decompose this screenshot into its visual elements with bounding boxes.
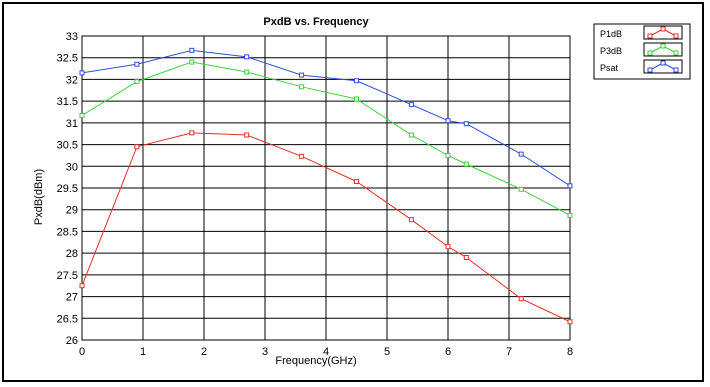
- y-axis-title: PxdB(dBm): [33, 169, 45, 225]
- series-p3db: [79, 59, 573, 218]
- data-point-p3db: [408, 132, 414, 138]
- data-point-psat: [408, 102, 414, 108]
- y-tick-label: 29: [66, 205, 78, 217]
- data-point-psat: [518, 151, 524, 157]
- data-point-p3db: [244, 69, 250, 75]
- x-tick-label: 5: [384, 346, 390, 358]
- data-point-p1db: [244, 132, 250, 138]
- x-tick-label: 7: [506, 346, 512, 358]
- legend-swatch-marker: [660, 43, 666, 49]
- legend-swatch-marker: [647, 67, 653, 73]
- y-tick-label: 28.5: [57, 226, 78, 238]
- y-tick-label: 31: [66, 118, 78, 130]
- data-point-psat: [244, 54, 250, 60]
- x-tick-label: 3: [262, 346, 268, 358]
- data-point-p1db: [354, 178, 359, 184]
- data-point-p1db: [79, 283, 85, 289]
- grid: [81, 35, 571, 341]
- data-point-p3db: [79, 112, 85, 118]
- pxdb-chart: PxdB vs. Frequency 0 1 2 3 4 5 6 7 8 26 26.5 27 27.…: [33, 16, 691, 367]
- data-point-p1db: [134, 144, 140, 150]
- data-point-p3db: [567, 212, 573, 218]
- data-point-p3db: [354, 96, 359, 102]
- data-point-psat: [354, 78, 359, 84]
- x-axis-ticks: 0 1 2 3 4 5 6 7 8: [79, 346, 573, 358]
- x-tick-label: 6: [445, 346, 451, 358]
- data-point-p1db: [567, 319, 573, 325]
- data-point-p3db: [463, 161, 469, 167]
- legend-swatch: [643, 42, 683, 57]
- data-point-p3db: [445, 152, 451, 158]
- data-point-psat: [134, 61, 140, 67]
- legend: P1dB P3dB Psat: [593, 23, 691, 80]
- y-tick-label: 32.5: [57, 53, 78, 65]
- data-point-p1db: [463, 254, 469, 260]
- y-tick-label: 32: [66, 74, 78, 86]
- data-point-psat: [79, 70, 85, 76]
- chart-frame: PxdB vs. Frequency 0 1 2 3 4 5 6 7 8 26 26.5 27 27.…: [2, 2, 704, 382]
- legend-swatch-marker: [673, 67, 679, 73]
- legend-swatch-marker: [647, 50, 653, 56]
- legend-swatch: [643, 59, 683, 74]
- legend-swatch-marker: [673, 50, 679, 56]
- data-point-p1db: [299, 153, 305, 159]
- data-point-psat: [189, 47, 195, 53]
- y-tick-label: 30: [66, 161, 78, 173]
- y-tick-label: 26: [66, 335, 78, 347]
- data-point-psat: [445, 118, 451, 124]
- x-axis-title: Frequency(GHz): [275, 355, 356, 367]
- y-tick-label: 30.5: [57, 140, 78, 152]
- legend-swatch-marker: [660, 60, 666, 66]
- data-point-p3db: [189, 59, 195, 65]
- y-tick-label: 27: [66, 292, 78, 304]
- data-point-p1db: [445, 244, 451, 250]
- legend-label: Psat: [600, 63, 619, 73]
- data-point-psat: [463, 121, 469, 127]
- legend-swatch-marker: [673, 33, 679, 39]
- legend-swatch-marker: [660, 26, 666, 32]
- y-tick-label: 33: [66, 31, 78, 43]
- series-psat: [79, 47, 573, 189]
- series-layer: [79, 47, 573, 325]
- legend-swatch-marker: [647, 33, 653, 39]
- chart-title: PxdB vs. Frequency: [263, 16, 369, 28]
- x-tick-label: 4: [323, 346, 329, 358]
- y-tick-label: 28: [66, 248, 78, 260]
- data-point-p1db: [408, 217, 414, 223]
- legend-label: P1dB: [600, 29, 622, 39]
- data-point-p3db: [299, 84, 305, 90]
- data-point-psat: [299, 72, 305, 78]
- data-point-p3db: [134, 79, 140, 85]
- legend-label: P3dB: [600, 46, 622, 56]
- data-point-p1db: [518, 296, 524, 302]
- y-tick-label: 26.5: [57, 313, 78, 325]
- x-tick-label: 8: [567, 346, 573, 358]
- y-tick-label: 29.5: [57, 183, 78, 195]
- legend-swatch: [643, 25, 683, 40]
- x-tick-label: 1: [140, 346, 146, 358]
- x-tick-label: 0: [79, 346, 85, 358]
- data-point-p3db: [518, 186, 524, 192]
- y-axis-ticks: 26 26.5 27 27.5 28 28.5 29 29.5 30 30.5 31 31.5 32 32…: [57, 31, 78, 347]
- y-tick-label: 31.5: [57, 96, 78, 108]
- data-point-psat: [567, 183, 573, 189]
- series-p1db: [79, 130, 573, 325]
- data-point-p1db: [189, 130, 195, 136]
- y-tick-label: 27.5: [57, 270, 78, 282]
- x-tick-label: 2: [201, 346, 207, 358]
